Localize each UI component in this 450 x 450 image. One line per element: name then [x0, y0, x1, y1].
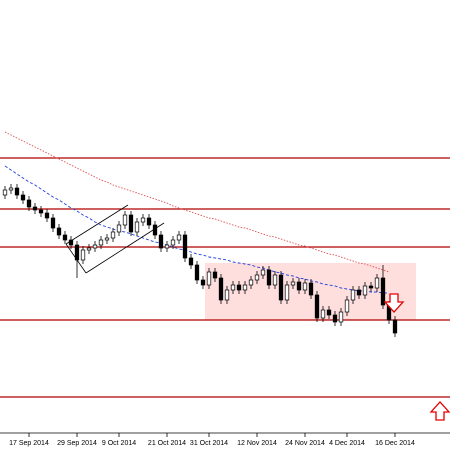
- moving-average: [4, 165, 389, 294]
- candle-body: [104, 237, 110, 241]
- x-tick-label: 21 Oct 2014: [148, 440, 186, 447]
- candle-body: [374, 277, 380, 289]
- candle-body: [266, 269, 272, 286]
- channel-line: [65, 204, 129, 245]
- candle-body: [350, 289, 356, 301]
- candle-body: [74, 244, 80, 261]
- candle-body: [236, 284, 242, 291]
- candle-body: [164, 244, 170, 249]
- candle-body: [50, 217, 56, 229]
- candle-body: [194, 264, 200, 281]
- candle-body: [44, 212, 50, 219]
- channel-line: [85, 222, 165, 274]
- x-tick-label: 24 Nov 2014: [285, 440, 325, 447]
- candle-body: [134, 221, 140, 233]
- candle-body: [212, 271, 218, 279]
- candle-body: [14, 187, 20, 196]
- x-tick-label: 17 Sep 2014: [9, 440, 49, 447]
- candle-body: [68, 239, 74, 246]
- x-tick-label: 31 Oct 2014: [190, 440, 228, 447]
- x-tick-label: 29 Sep 2014: [57, 440, 97, 447]
- candle-body: [242, 284, 248, 291]
- axis-layer: 17 Sep 2014 29 Sep 2014 9 Oct 2014 21 Oct 2…: [9, 433, 415, 447]
- candle-body: [62, 234, 68, 241]
- candle-body: [206, 271, 212, 286]
- candle-body: [188, 257, 194, 266]
- candle-body: [98, 239, 104, 246]
- candle-layer: [2, 184, 398, 337]
- candle-body: [38, 209, 44, 214]
- candle-body: [170, 239, 176, 246]
- candle-body: [152, 224, 158, 236]
- candle-body: [230, 284, 236, 291]
- candle-body: [314, 294, 320, 319]
- ma-layer: [4, 131, 390, 294]
- candle-body: [308, 282, 314, 296]
- candle-body: [140, 217, 146, 223]
- candle-body: [122, 214, 128, 226]
- candle-body: [254, 274, 260, 281]
- candle-body: [332, 314, 338, 323]
- candle-body: [218, 277, 224, 301]
- candle-body: [116, 224, 122, 233]
- down-arrow: [383, 293, 405, 313]
- up-arrow: [429, 401, 450, 421]
- candle-body: [326, 309, 332, 316]
- x-tick-label: 4 Dec 2014: [329, 440, 365, 447]
- candle-body: [26, 199, 32, 208]
- candle-body: [284, 284, 290, 301]
- candle-body: [158, 234, 164, 249]
- candle-body: [296, 281, 302, 291]
- candle-body: [302, 282, 308, 291]
- candle-body: [8, 187, 14, 191]
- candle-body: [56, 227, 62, 236]
- candle-body: [20, 194, 26, 201]
- candle-body: [320, 309, 326, 319]
- candle-body: [146, 217, 152, 226]
- candle-body: [128, 214, 134, 233]
- x-tick-label: 16 Dec 2014: [375, 440, 415, 447]
- candle-body: [278, 274, 284, 301]
- candle-body: [392, 319, 398, 334]
- x-tick-label: 12 Nov 2014: [237, 440, 277, 447]
- candle-body: [32, 206, 38, 211]
- candle-body: [356, 289, 362, 296]
- candle-body: [182, 234, 188, 259]
- candle-body: [362, 285, 368, 296]
- moving-average: [4, 131, 390, 273]
- candle-body: [176, 234, 182, 241]
- candle-body: [86, 247, 92, 251]
- candle-body: [272, 274, 278, 286]
- candle-body: [344, 299, 350, 313]
- candle-body: [110, 231, 116, 239]
- candle-body: [248, 279, 254, 286]
- candle-body: [224, 289, 230, 301]
- candle-body: [368, 285, 374, 289]
- candle-body: [92, 244, 98, 249]
- candle-body: [200, 279, 206, 286]
- candle-body: [260, 269, 266, 276]
- candle-body: [80, 249, 86, 261]
- candle-body: [338, 311, 344, 323]
- candle-body: [380, 277, 386, 306]
- x-tick-label: 9 Oct 2014: [102, 440, 136, 447]
- candle-body: [290, 281, 296, 286]
- candle-body: [2, 189, 8, 196]
